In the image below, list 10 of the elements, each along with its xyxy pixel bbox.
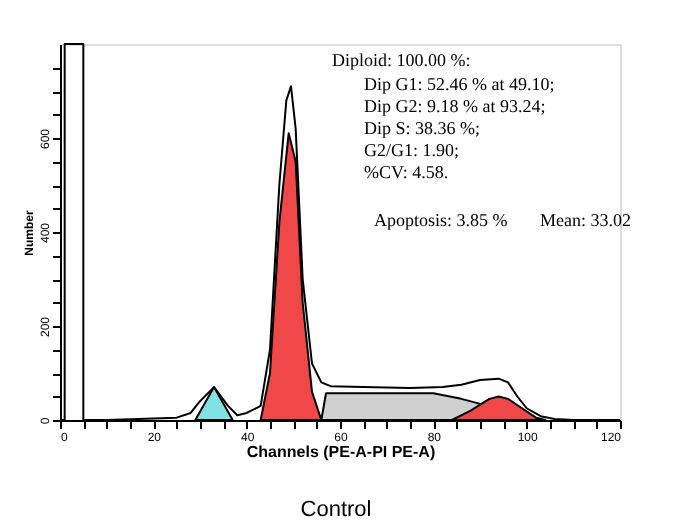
annotation: Dip G2: 9.18 % at 93.24; bbox=[364, 96, 546, 116]
annotation: G2/G1: 1.90; bbox=[364, 140, 460, 160]
annotation: Mean: 33.02 bbox=[540, 210, 631, 230]
annotation: Apoptosis: 3.85 % bbox=[374, 210, 509, 230]
annotation: %CV: 4.58. bbox=[364, 162, 449, 182]
annotation: Diploid: 100.00 %: bbox=[332, 50, 471, 70]
x-axis-title: Channels (PE-A-PI PE-A) bbox=[246, 443, 436, 461]
annotation: Dip S: 38.36 %; bbox=[364, 118, 481, 138]
annotation: Dip G1: 52.46 % at 49.10; bbox=[364, 74, 555, 94]
text: Control bbox=[300, 498, 372, 522]
